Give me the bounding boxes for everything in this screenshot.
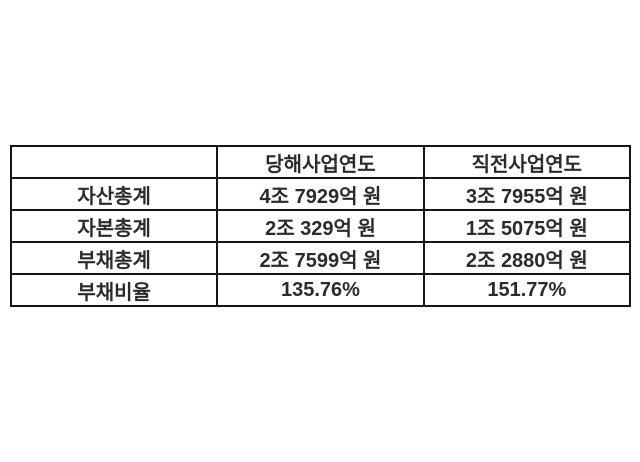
header-current-fiscal-year: 당해사업연도	[216, 145, 425, 179]
table-row-debt-ratio: 부채비율 135.76% 151.77%	[9, 273, 632, 307]
header-previous-fiscal-year: 직전사업연도	[422, 145, 632, 179]
cell-total-equity-current: 2조 329억 원	[216, 209, 425, 243]
financial-summary-table: 당해사업연도 직전사업연도 자산총계 4조 7929억 원 3조 7955억 원…	[9, 145, 632, 307]
header-empty-cell	[9, 145, 219, 179]
row-label-total-liabilities: 부채총계	[9, 241, 219, 275]
table-header-row: 당해사업연도 직전사업연도	[9, 145, 632, 179]
row-label-total-equity: 자본총계	[9, 209, 219, 243]
cell-total-assets-previous: 3조 7955억 원	[422, 177, 632, 211]
row-label-total-assets: 자산총계	[9, 177, 219, 211]
cell-debt-ratio-previous: 151.77%	[422, 273, 632, 307]
cell-total-liabilities-previous: 2조 2880억 원	[422, 241, 632, 275]
row-label-debt-ratio: 부채비율	[9, 273, 219, 307]
table-row-total-assets: 자산총계 4조 7929억 원 3조 7955억 원	[9, 177, 632, 211]
cell-total-equity-previous: 1조 5075억 원	[422, 209, 632, 243]
table-row-total-equity: 자본총계 2조 329억 원 1조 5075억 원	[9, 209, 632, 243]
cell-debt-ratio-current: 135.76%	[216, 273, 425, 307]
table-row-total-liabilities: 부채총계 2조 7599억 원 2조 2880억 원	[9, 241, 632, 275]
cell-total-assets-current: 4조 7929억 원	[216, 177, 425, 211]
cell-total-liabilities-current: 2조 7599억 원	[216, 241, 425, 275]
